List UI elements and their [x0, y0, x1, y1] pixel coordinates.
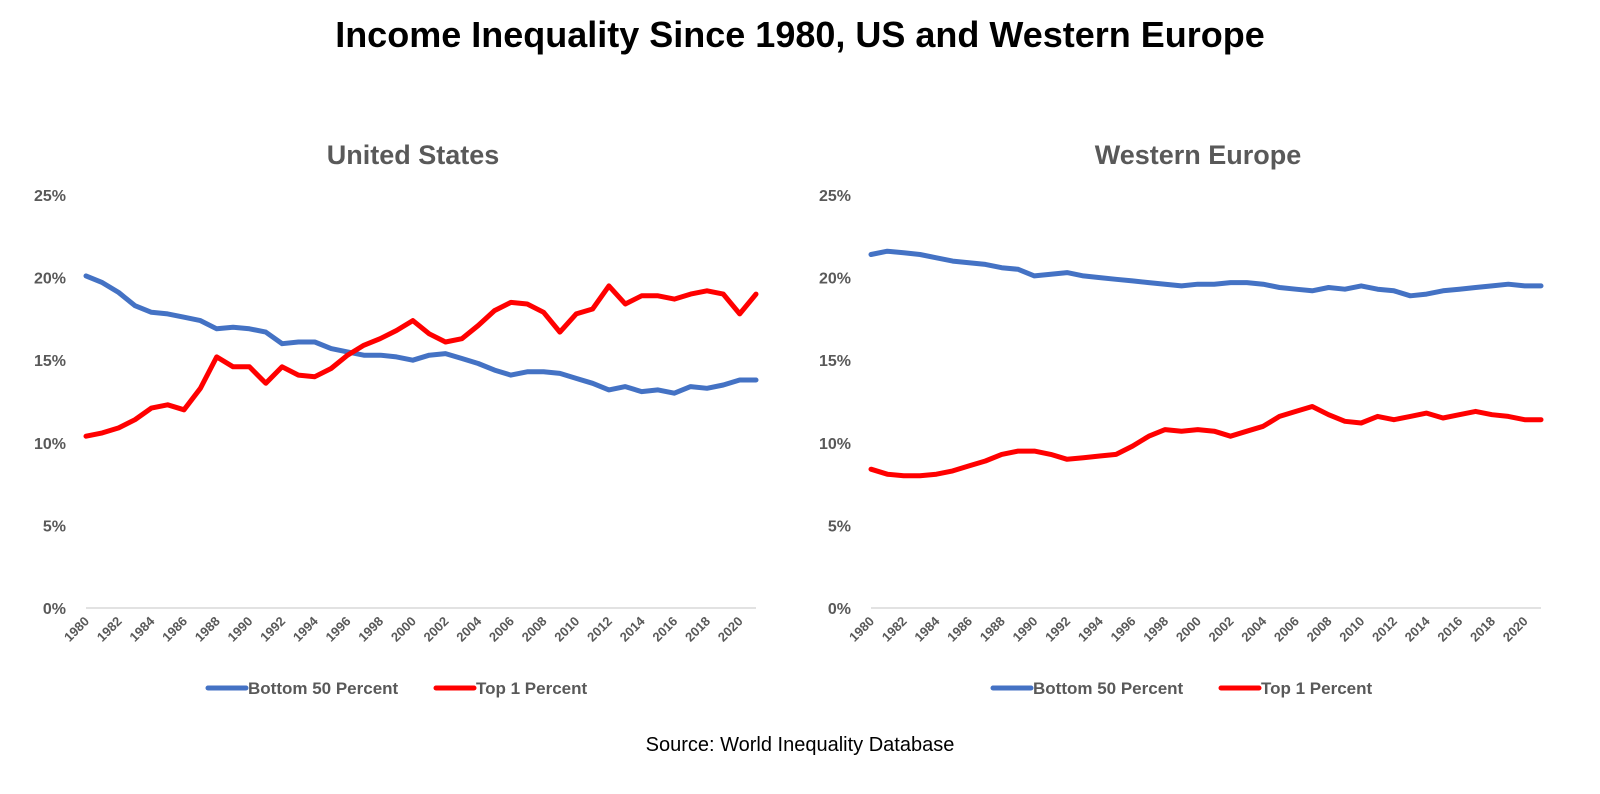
- y-tick-label: 15%: [819, 353, 851, 370]
- x-tick-label: 2008: [1304, 614, 1335, 645]
- x-tick-label: 2020: [1500, 614, 1531, 645]
- x-tick-label: 2000: [1173, 614, 1204, 645]
- x-tick-label: 1998: [355, 614, 386, 645]
- x-tick-label: 2004: [453, 613, 485, 645]
- legend-item-top-1-percent: Top 1 Percent: [1218, 679, 1372, 698]
- y-tick-label: 20%: [34, 271, 66, 288]
- x-tick-label: 1994: [1075, 613, 1107, 645]
- legend-item-bottom-50-percent: Bottom 50 Percent: [205, 679, 399, 698]
- x-tick-label: 1994: [290, 613, 322, 645]
- page-title: Income Inequality Since 1980, US and Wes…: [335, 14, 1265, 55]
- x-tick-label: 2010: [1336, 614, 1367, 645]
- x-tick-label: 1992: [1042, 614, 1073, 645]
- x-tick-label: 2008: [519, 614, 550, 645]
- x-tick-label: 1996: [323, 614, 354, 645]
- x-tick-label: 1990: [224, 614, 255, 645]
- x-tick-label: 2016: [1434, 614, 1465, 645]
- y-tick-label: 10%: [34, 436, 66, 453]
- legend-label: Top 1 Percent: [476, 679, 587, 698]
- y-tick-label: 0%: [43, 601, 66, 618]
- x-tick-label: 1988: [192, 614, 223, 645]
- legend-label: Bottom 50 Percent: [1033, 679, 1184, 698]
- x-tick-label: 1982: [879, 614, 910, 645]
- legend-item-top-1-percent: Top 1 Percent: [433, 679, 587, 698]
- x-tick-label: 1988: [977, 614, 1008, 645]
- x-tick-label: 1998: [1140, 614, 1171, 645]
- series-line-top-1-percent: [83, 283, 759, 439]
- y-tick-label: 25%: [819, 188, 851, 205]
- y-tick-label: 0%: [828, 601, 851, 618]
- x-tick-label: 2012: [1369, 614, 1400, 645]
- source-note: Source: World Inequality Database: [645, 734, 955, 756]
- x-tick-label: 2000: [388, 614, 419, 645]
- x-tick-label: 2004: [1238, 613, 1270, 645]
- x-tick-label: 2014: [1402, 613, 1434, 645]
- x-tick-label: 1984: [911, 613, 943, 645]
- x-tick-label: 1984: [126, 613, 158, 645]
- x-tick-label: 2002: [421, 614, 452, 645]
- legend-label: Bottom 50 Percent: [248, 679, 399, 698]
- y-tick-label: 5%: [828, 518, 851, 535]
- y-tick-label: 5%: [43, 518, 66, 535]
- x-tick-label: 2006: [1271, 614, 1302, 645]
- x-tick-label: 1980: [846, 614, 877, 645]
- y-tick-label: 20%: [819, 271, 851, 288]
- chart-title: Western Europe: [1095, 140, 1302, 170]
- chart-title: United States: [327, 140, 500, 170]
- x-tick-label: 2010: [551, 614, 582, 645]
- x-tick-label: 1992: [257, 614, 288, 645]
- x-tick-label: 1986: [159, 614, 190, 645]
- x-tick-label: 1980: [61, 614, 92, 645]
- chart-western-europe: Western Europe 0% 5% 10% 15% 20% 25% 1980 1982 19…: [795, 130, 1575, 730]
- series-line-bottom-50-percent: [868, 248, 1544, 299]
- x-tick-label: 2018: [1467, 614, 1498, 645]
- y-tick-label: 10%: [819, 436, 851, 453]
- x-tick-label: 2012: [584, 614, 615, 645]
- legend-label: Top 1 Percent: [1261, 679, 1372, 698]
- legend-item-bottom-50-percent: Bottom 50 Percent: [990, 679, 1184, 698]
- x-tick-label: 1982: [94, 614, 125, 645]
- series-line-bottom-50-percent: [83, 273, 759, 396]
- x-tick-label: 2018: [682, 614, 713, 645]
- x-tick-label: 2006: [486, 614, 517, 645]
- x-tick-label: 2016: [649, 614, 680, 645]
- x-tick-label: 2020: [715, 614, 746, 645]
- x-tick-label: 1990: [1009, 614, 1040, 645]
- y-tick-label: 25%: [34, 188, 66, 205]
- x-tick-label: 1986: [944, 614, 975, 645]
- series-line-top-1-percent: [868, 404, 1544, 479]
- chart-united-states: United States 0% 5% 10% 15% 20% 25% 1980 1982 198…: [10, 130, 790, 730]
- x-tick-label: 1996: [1108, 614, 1139, 645]
- y-tick-label: 15%: [34, 353, 66, 370]
- x-tick-label: 2002: [1206, 614, 1237, 645]
- x-tick-label: 2014: [617, 613, 649, 645]
